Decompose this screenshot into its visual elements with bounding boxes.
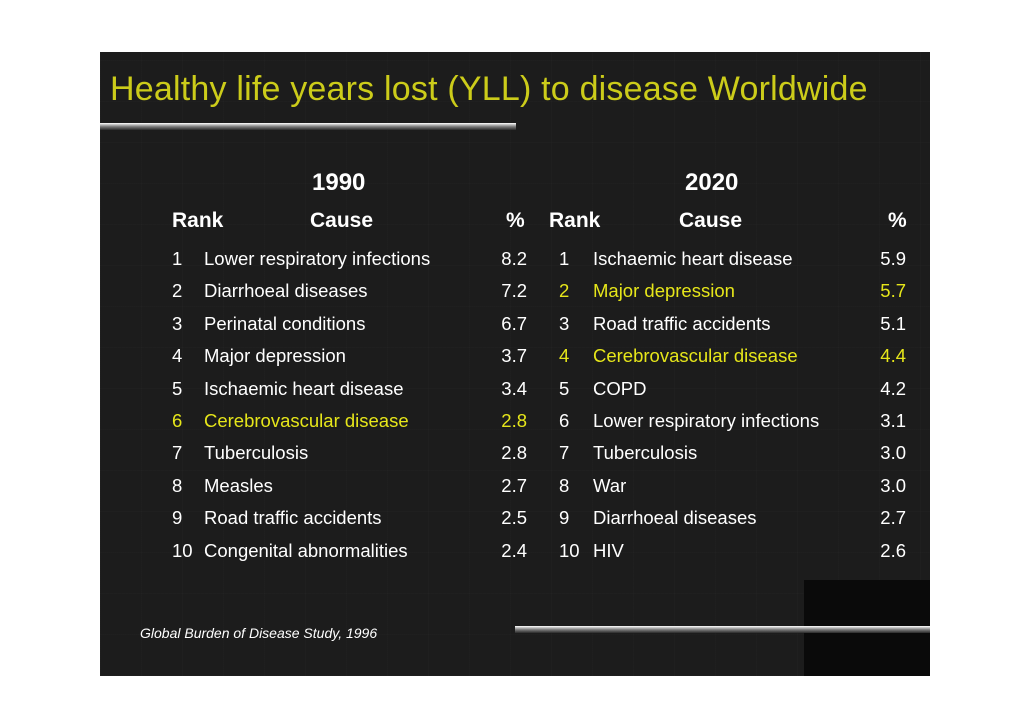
rank-cell: 10 [172, 539, 193, 561]
pct-cell: 3.1 [880, 410, 906, 431]
pct-cell: 6.7 [501, 312, 527, 334]
cause-cell: Tuberculosis [204, 442, 309, 464]
pct-cell: 2.7 [501, 474, 527, 496]
pct-cell: 2.4 [501, 539, 527, 561]
background-grid [100, 52, 930, 676]
rank-cell: 6 [559, 410, 570, 431]
table-row: 5 Ischaemic heart disease 3.4 [100, 378, 930, 408]
rank-cell: 7 [559, 442, 570, 464]
rank-cell: 9 [172, 507, 183, 529]
pct-cell: 2.8 [501, 442, 527, 464]
header-pct-1990: % [506, 209, 525, 232]
table-row: 3 Road traffic accidents 5.1 [100, 313, 930, 343]
table-row: 4 Cerebrovascular disease 4.4 [100, 345, 930, 375]
rank-cell: 3 [172, 312, 183, 334]
pct-cell: 2.7 [880, 507, 906, 529]
pct-cell: 3.0 [880, 442, 906, 464]
header-cause-2020: Cause [679, 209, 743, 232]
rank-cell: 3 [559, 312, 570, 334]
rank-cell: 2 [559, 280, 570, 302]
rank-cell: 6 [172, 410, 183, 431]
rank-cell: 8 [172, 474, 183, 496]
header-rank-2020: Rank [549, 209, 601, 232]
table-row: 7 Tuberculosis 2.8 [100, 442, 930, 472]
pct-cell: 2.5 [501, 507, 527, 529]
pct-cell: 4.2 [880, 377, 906, 399]
table-row: 8 War 3.0 [100, 475, 930, 505]
cause-cell: HIV [593, 539, 624, 561]
cause-cell: Congenital abnormalities [204, 539, 408, 561]
table-row: 6 Cerebrovascular disease 2.8 [100, 410, 930, 440]
table-row: 8 Measles 2.7 [100, 475, 930, 505]
cause-cell: Perinatal conditions [204, 312, 366, 334]
rank-cell: 2 [172, 280, 183, 302]
header-pct-2020: % [888, 209, 907, 232]
year-label-2020: 2020 [685, 169, 739, 196]
cause-cell: Ischaemic heart disease [204, 377, 404, 399]
year-label-1990: 1990 [312, 169, 366, 196]
rank-cell: 4 [172, 345, 183, 367]
cause-cell: Cerebrovascular disease [204, 410, 409, 431]
pct-cell: 7.2 [501, 280, 527, 302]
rank-cell: 1 [559, 248, 570, 269]
cause-cell: Major depression [204, 345, 346, 367]
table-row: 10 HIV 2.6 [100, 540, 930, 570]
cause-cell: Lower respiratory infections [593, 410, 820, 431]
cause-cell: Road traffic accidents [204, 507, 382, 529]
cause-cell: Diarrhoeal diseases [593, 507, 757, 529]
rank-cell: 10 [559, 539, 580, 561]
rank-cell: 5 [172, 377, 183, 399]
table-row: 1 Ischaemic heart disease 5.9 [100, 248, 930, 278]
header-cause-1990: Cause [310, 209, 374, 232]
table-row: 7 Tuberculosis 3.0 [100, 442, 930, 472]
pct-cell: 3.0 [880, 474, 906, 496]
pct-cell: 5.7 [880, 280, 906, 302]
title-underline-bar [100, 123, 516, 130]
cause-cell: Major depression [593, 280, 735, 302]
pct-cell: 3.4 [501, 377, 527, 399]
table-row: 1 Lower respiratory infections 8.2 [100, 248, 930, 278]
table-row: 5 COPD 4.2 [100, 378, 930, 408]
table-row: 2 Major depression 5.7 [100, 280, 930, 310]
source-citation: Global Burden of Disease Study, 1996 [140, 625, 378, 641]
cause-cell: Measles [204, 474, 273, 496]
pct-cell: 3.7 [501, 345, 527, 367]
pct-cell: 8.2 [501, 248, 527, 269]
slide-title: Healthy life years lost (YLL) to disease… [110, 70, 868, 108]
table-row: 3 Perinatal conditions 6.7 [100, 313, 930, 343]
table-row: 2 Diarrhoeal diseases 7.2 [100, 280, 930, 310]
cause-cell: War [593, 474, 627, 496]
table-row: 10 Congenital abnormalities 2.4 [100, 540, 930, 570]
rank-cell: 9 [559, 507, 570, 529]
header-rank-1990: Rank [172, 209, 224, 232]
cause-cell: Lower respiratory infections [204, 248, 431, 269]
footer-bar [515, 626, 930, 633]
cause-cell: Diarrhoeal diseases [204, 280, 368, 302]
cause-cell: Tuberculosis [593, 442, 698, 464]
pct-cell: 5.1 [880, 312, 906, 334]
cause-cell: COPD [593, 377, 647, 399]
table-row: 6 Lower respiratory infections 3.1 [100, 410, 930, 440]
table-row: 9 Diarrhoeal diseases 2.7 [100, 507, 930, 537]
pct-cell: 5.9 [880, 248, 906, 269]
rank-cell: 8 [559, 474, 570, 496]
rank-cell: 4 [559, 345, 570, 367]
pct-cell: 2.6 [880, 539, 906, 561]
pct-cell: 4.4 [880, 345, 906, 367]
table-row: 4 Major depression 3.7 [100, 345, 930, 375]
rank-cell: 1 [172, 248, 183, 269]
slide: Healthy life years lost (YLL) to disease… [100, 52, 930, 676]
cause-cell: Cerebrovascular disease [593, 345, 798, 367]
cause-cell: Ischaemic heart disease [593, 248, 793, 269]
rank-cell: 5 [559, 377, 570, 399]
table-row: 9 Road traffic accidents 2.5 [100, 507, 930, 537]
rank-cell: 7 [172, 442, 183, 464]
pct-cell: 2.8 [501, 410, 527, 431]
cause-cell: Road traffic accidents [593, 312, 771, 334]
